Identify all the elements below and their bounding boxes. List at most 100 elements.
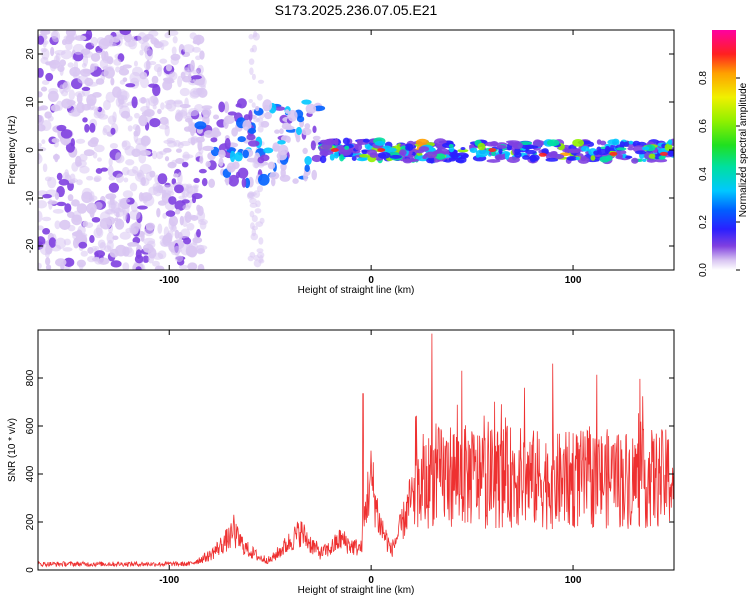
- heatmap-cell: [184, 97, 189, 109]
- heatmap-cell: [525, 149, 537, 155]
- heatmap-cell: [67, 194, 74, 202]
- heatmap-cell: [303, 171, 309, 182]
- heatmap-cell: [161, 184, 174, 195]
- heatmap-cell: [174, 184, 184, 194]
- heatmap-cell: [609, 151, 618, 156]
- heatmap-cell: [310, 140, 316, 151]
- heatmap-cell: [611, 138, 620, 146]
- heatmap-cell: [99, 242, 107, 251]
- heatmap-cell: [415, 138, 430, 146]
- heatmap-cell: [56, 172, 63, 181]
- heatmap-cell: [52, 208, 64, 214]
- heatmap-cell: [122, 262, 130, 270]
- heatmap-cell: [212, 114, 220, 120]
- heatmap-cell: [254, 105, 260, 112]
- heatmap-cell: [250, 232, 259, 241]
- heatmap-cell: [344, 145, 350, 150]
- heatmap-cell: [171, 178, 177, 185]
- heatmap-cell: [195, 136, 205, 143]
- heatmap-cell: [247, 127, 257, 134]
- spectrogram-y-tick-label: 20: [25, 48, 36, 60]
- heatmap-cell: [110, 77, 115, 86]
- heatmap-cell: [257, 125, 264, 133]
- heatmap-cell: [165, 63, 173, 72]
- heatmap-cell: [512, 141, 523, 150]
- heatmap-cell: [263, 104, 270, 112]
- snr-y-tick-label: 400: [25, 465, 36, 482]
- heatmap-cell: [249, 210, 255, 218]
- heatmap-cell: [101, 50, 107, 61]
- heatmap-cell: [182, 154, 194, 159]
- heatmap-cell: [121, 140, 128, 148]
- heatmap-cell: [74, 35, 87, 42]
- heatmap-cell: [197, 64, 204, 75]
- heatmap-cell: [201, 107, 212, 118]
- heatmap-cell: [296, 115, 305, 123]
- heatmap-cell: [51, 138, 60, 143]
- heatmap-cell: [210, 137, 218, 143]
- heatmap-cell: [359, 153, 371, 158]
- heatmap-cell: [180, 228, 191, 239]
- heatmap-cell: [330, 148, 339, 152]
- heatmap-cell: [267, 161, 276, 170]
- snr-y-axis-label: SNR (10 * v/v): [7, 418, 18, 482]
- heatmap-cell: [179, 215, 184, 226]
- heatmap-cell: [111, 36, 120, 43]
- heatmap-cell: [133, 60, 138, 67]
- heatmap-cell: [39, 243, 52, 256]
- heatmap-cell: [405, 145, 411, 151]
- heatmap-cell: [251, 225, 259, 231]
- heatmap-cell: [429, 156, 435, 164]
- heatmap-cell: [152, 104, 157, 110]
- heatmap-cell: [269, 171, 280, 180]
- heatmap-cell: [227, 111, 237, 116]
- heatmap-cell: [70, 178, 78, 183]
- heatmap-cell: [172, 36, 178, 44]
- heatmap-cell: [110, 127, 116, 135]
- heatmap-cell: [173, 173, 179, 178]
- heatmap-cell: [357, 140, 363, 146]
- heatmap-cell: [201, 178, 208, 187]
- heatmap-cell: [122, 64, 132, 69]
- heatmap-cell: [197, 139, 203, 152]
- heatmap-cell: [205, 161, 211, 168]
- heatmap-cell: [284, 109, 290, 114]
- heatmap-cell: [182, 204, 191, 210]
- heatmap-cell: [110, 260, 122, 268]
- heatmap-cell: [97, 157, 102, 162]
- heatmap-cell: [67, 181, 74, 192]
- heatmap-cell: [198, 168, 207, 174]
- snr-x-tick-label: 100: [565, 575, 582, 586]
- heatmap-cell: [128, 38, 138, 50]
- heatmap-cell: [51, 30, 61, 43]
- heatmap-cell: [405, 158, 419, 163]
- heatmap-cell: [50, 104, 61, 112]
- colorbar-gradient: [712, 30, 736, 270]
- heatmap-cell: [164, 32, 171, 39]
- heatmap-cell: [175, 109, 182, 120]
- heatmap-cell: [116, 89, 128, 101]
- heatmap-cell: [181, 199, 190, 204]
- heatmap-cell: [168, 71, 178, 81]
- heatmap-cell: [575, 156, 580, 161]
- spectrogram-heatmap: [38, 30, 674, 270]
- heatmap-cell: [89, 235, 95, 244]
- snr-x-tick-label: 0: [368, 575, 374, 586]
- heatmap-cell: [115, 173, 124, 184]
- heatmap-cell: [627, 146, 634, 151]
- heatmap-cell: [173, 245, 181, 256]
- heatmap-cell: [174, 255, 184, 263]
- heatmap-cell: [108, 202, 117, 208]
- heatmap-cell: [119, 30, 131, 36]
- heatmap-cell: [112, 111, 117, 123]
- heatmap-cell: [125, 159, 135, 166]
- snr-y-tick-label: 0: [25, 567, 36, 573]
- heatmap-cell: [151, 75, 159, 85]
- heatmap-cell: [377, 151, 391, 159]
- heatmap-cell: [551, 153, 565, 160]
- heatmap-cell: [237, 136, 246, 143]
- heatmap-cell: [72, 210, 82, 223]
- heatmap-cell: [71, 199, 80, 207]
- heatmap-cell: [273, 106, 286, 111]
- heatmap-cell: [251, 44, 258, 53]
